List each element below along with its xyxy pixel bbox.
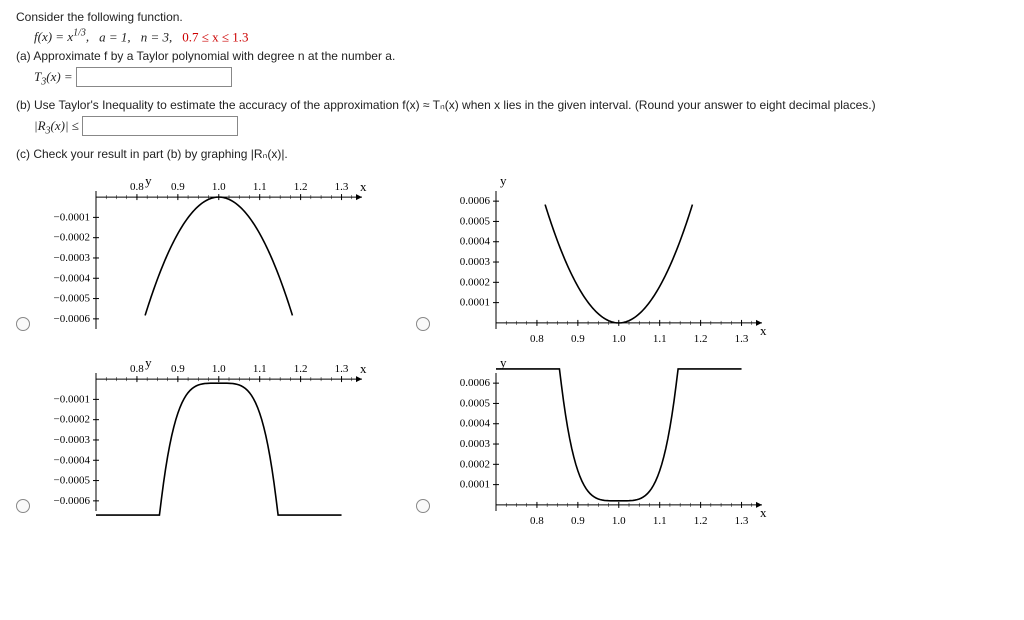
svg-text:1.1: 1.1 — [253, 181, 267, 193]
svg-text:1.2: 1.2 — [294, 181, 308, 193]
svg-text:0.0004: 0.0004 — [460, 235, 491, 247]
svg-text:1.1: 1.1 — [253, 363, 267, 375]
function-def: f(x) = x1/3, a = 1, n = 3, 0.7 ≤ x ≤ 1.3 — [16, 28, 1016, 45]
svg-text:1.3: 1.3 — [735, 333, 749, 343]
svg-text:0.0005: 0.0005 — [460, 215, 491, 227]
svg-text:0.8: 0.8 — [130, 363, 144, 375]
T3-label: T3(x) = — [34, 69, 73, 84]
svg-text:0.9: 0.9 — [571, 333, 585, 343]
svg-text:x: x — [360, 179, 367, 194]
svg-text:0.8: 0.8 — [530, 333, 544, 343]
svg-text:0.9: 0.9 — [171, 181, 185, 193]
svg-text:−0.0005: −0.0005 — [54, 292, 91, 304]
svg-text:−0.0004: −0.0004 — [54, 454, 91, 466]
svg-text:1.1: 1.1 — [653, 333, 667, 343]
chart-2-radio[interactable] — [416, 317, 430, 331]
svg-text:0.0001: 0.0001 — [460, 296, 490, 308]
part-c-text: (c) Check your result in part (b) by gra… — [16, 147, 1016, 161]
svg-text:0.0002: 0.0002 — [460, 276, 490, 288]
svg-text:y: y — [500, 355, 507, 370]
svg-text:1.1: 1.1 — [653, 515, 667, 525]
part-b-text: (b) Use Taylor's Inequality to estimate … — [16, 98, 1016, 112]
prompt-intro: Consider the following function. — [16, 10, 1016, 24]
svg-text:0.8: 0.8 — [530, 515, 544, 525]
svg-text:1.0: 1.0 — [612, 333, 626, 343]
T3-input[interactable] — [76, 67, 232, 87]
svg-text:0.0004: 0.0004 — [460, 417, 491, 429]
svg-text:1.0: 1.0 — [612, 515, 626, 525]
svg-text:0.0002: 0.0002 — [460, 458, 490, 470]
R3-label: |R3(x)| ≤ — [34, 118, 79, 133]
chart-1: 0.8 0.9 1.0 1.1 1.2 1.3 −0.0001 −0.0002 −0.0003 −… — [36, 173, 376, 343]
svg-text:1.2: 1.2 — [294, 363, 308, 375]
svg-text:−0.0001: −0.0001 — [54, 211, 90, 223]
svg-text:y: y — [145, 355, 152, 370]
chart-4-radio[interactable] — [416, 499, 430, 513]
part-a-text: (a) Approximate f by a Taylor polynomial… — [16, 49, 1016, 63]
svg-text:1.2: 1.2 — [694, 515, 708, 525]
svg-text:−0.0003: −0.0003 — [54, 251, 91, 263]
svg-text:1.3: 1.3 — [335, 363, 349, 375]
svg-text:y: y — [500, 173, 507, 188]
svg-text:x: x — [760, 504, 767, 519]
svg-text:−0.0006: −0.0006 — [54, 494, 91, 506]
svg-text:y: y — [145, 173, 152, 188]
svg-text:−0.0003: −0.0003 — [54, 433, 91, 445]
svg-text:0.8: 0.8 — [130, 181, 144, 193]
svg-text:1.3: 1.3 — [735, 515, 749, 525]
svg-text:0.0003: 0.0003 — [460, 438, 491, 450]
svg-text:0.0005: 0.0005 — [460, 397, 491, 409]
svg-text:−0.0004: −0.0004 — [54, 272, 91, 284]
svg-text:0.0006: 0.0006 — [460, 195, 491, 207]
svg-text:0.0006: 0.0006 — [460, 377, 491, 389]
charts-row-2: 0.8 0.9 1.0 1.1 1.2 1.3 −0.0001 −0.0002 −0.0003 −… — [16, 355, 1016, 525]
part-a-input-row: T3(x) = — [16, 67, 1016, 88]
svg-text:1.0: 1.0 — [212, 363, 226, 375]
chart-2: 0.8 0.9 1.0 1.1 1.2 1.3 0.0001 0.0002 0.0003 0.00… — [436, 173, 776, 343]
svg-text:−0.0006: −0.0006 — [54, 312, 91, 324]
svg-text:0.0003: 0.0003 — [460, 256, 491, 268]
svg-text:x: x — [760, 322, 767, 337]
chart-1-radio[interactable] — [16, 317, 30, 331]
svg-text:−0.0005: −0.0005 — [54, 474, 91, 486]
svg-text:−0.0002: −0.0002 — [54, 413, 90, 425]
svg-text:1.2: 1.2 — [694, 333, 708, 343]
svg-text:0.0001: 0.0001 — [460, 478, 490, 490]
R3-input[interactable] — [82, 116, 238, 136]
chart-3: 0.8 0.9 1.0 1.1 1.2 1.3 −0.0001 −0.0002 −0.0003 −… — [36, 355, 376, 525]
svg-text:−0.0001: −0.0001 — [54, 393, 90, 405]
part-b-input-row: |R3(x)| ≤ — [16, 116, 1016, 137]
svg-text:1.0: 1.0 — [212, 181, 226, 193]
svg-text:0.9: 0.9 — [171, 363, 185, 375]
chart-3-radio[interactable] — [16, 499, 30, 513]
svg-text:x: x — [360, 361, 367, 376]
svg-text:0.9: 0.9 — [571, 515, 585, 525]
svg-text:1.3: 1.3 — [335, 181, 349, 193]
svg-text:−0.0002: −0.0002 — [54, 231, 90, 243]
chart-4: 0.8 0.9 1.0 1.1 1.2 1.3 0.0001 0.0002 0.0003 0.00… — [436, 355, 776, 525]
charts-row-1: 0.8 0.9 1.0 1.1 1.2 1.3 −0.0001 −0.0002 −0.0003 −… — [16, 173, 1016, 343]
